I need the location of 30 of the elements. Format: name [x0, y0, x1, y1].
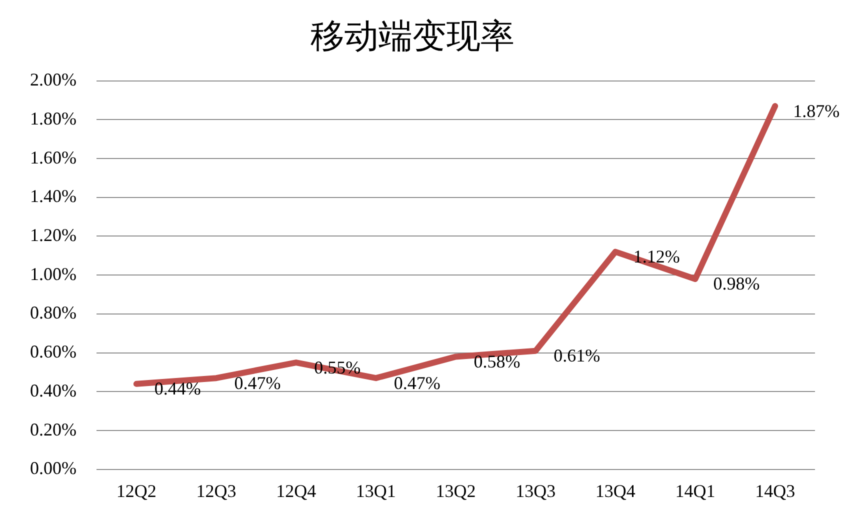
y-tick-label: 0.40%: [30, 380, 76, 400]
x-tick-label: 13Q2: [436, 480, 476, 501]
data-label: 1.87%: [793, 100, 840, 121]
y-tick-label: 0.60%: [30, 342, 76, 362]
y-tick-label: 2.00%: [30, 70, 76, 90]
x-tick-label: 13Q4: [595, 480, 636, 501]
x-tick-label: 13Q1: [356, 480, 396, 501]
x-tick-label: 12Q4: [276, 480, 316, 501]
data-label: 1.12%: [633, 246, 680, 267]
x-tick-label: 14Q1: [675, 480, 716, 501]
x-tick-label: 12Q2: [116, 480, 156, 501]
data-label: 0.98%: [713, 274, 760, 294]
data-label: 0.55%: [314, 357, 361, 378]
chart-title: 移动端变现率: [310, 18, 514, 56]
y-tick-label: 1.20%: [30, 224, 76, 245]
y-tick-label: 1.80%: [30, 108, 76, 128]
y-tick-label: 0.00%: [30, 458, 76, 478]
data-label: 0.61%: [554, 346, 600, 366]
data-label: 0.44%: [154, 378, 201, 399]
x-tick-label: 12Q3: [196, 480, 236, 501]
y-tick-label: 0.80%: [30, 302, 76, 323]
y-tick-label: 0.20%: [30, 419, 76, 440]
x-tick-label: 13Q3: [516, 480, 556, 501]
data-label: 0.47%: [234, 372, 281, 393]
data-label: 0.58%: [474, 351, 520, 372]
y-tick-label: 1.40%: [30, 186, 76, 206]
y-tick-label: 1.60%: [30, 147, 76, 168]
x-tick-label: 14Q3: [755, 480, 796, 501]
y-tick-label: 1.00%: [30, 264, 76, 284]
data-label: 0.47%: [394, 372, 440, 393]
